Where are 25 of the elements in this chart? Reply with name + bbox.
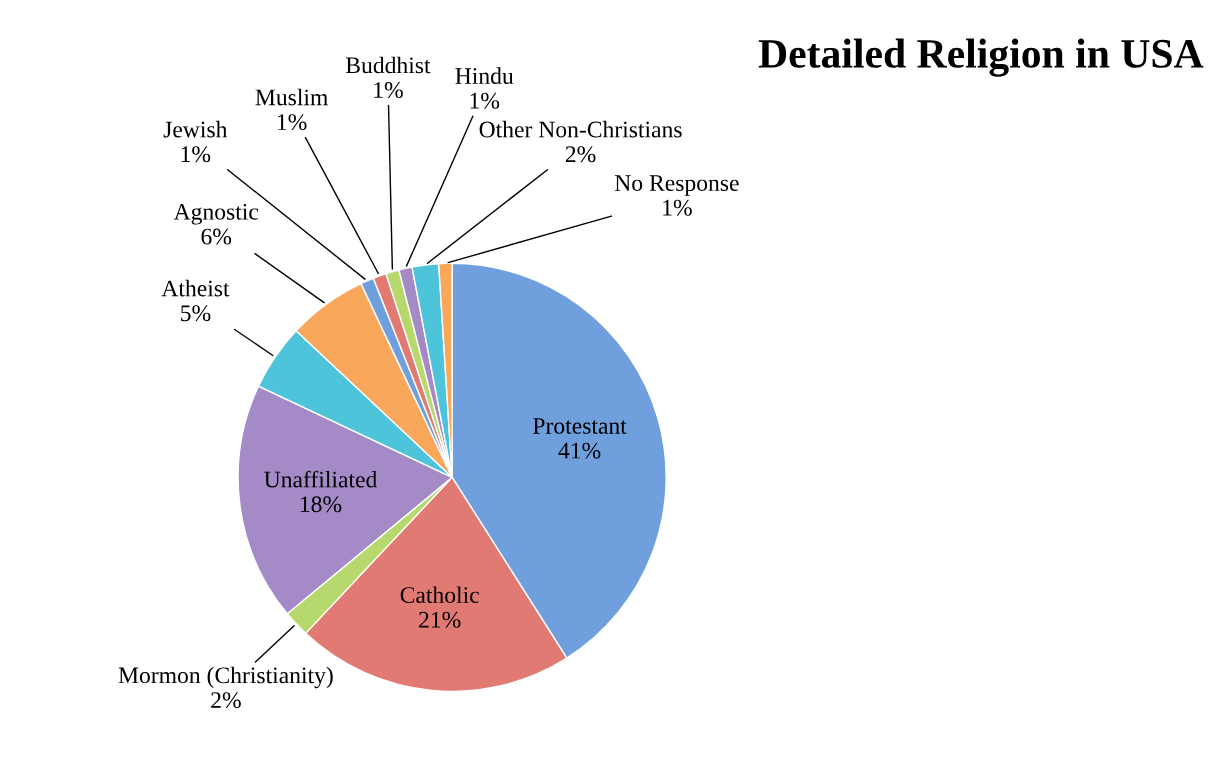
- data-label: 18%: [300, 496, 342, 513]
- data-label: 6%: [201, 228, 232, 245]
- slice-label: No Response: [614, 175, 739, 196]
- slice-label: Agnostic: [173, 203, 259, 225]
- slice-label: Muslim: [255, 88, 328, 106]
- slice-label: Jewish: [163, 120, 228, 138]
- data-label: 21%: [419, 611, 461, 628]
- data-label: 2%: [211, 692, 241, 709]
- data-label: 1%: [374, 82, 403, 99]
- data-label: 41%: [558, 442, 601, 459]
- slice-label: Atheist: [161, 279, 230, 297]
- slice-label: Other Non-Christians: [479, 120, 682, 138]
- data-label: 2%: [565, 146, 596, 163]
- slice-label: Mormon (Christianity): [118, 666, 333, 689]
- data-label: 1%: [470, 92, 500, 109]
- slice-label: Unaffiliated: [264, 470, 378, 488]
- data-label: 1%: [277, 114, 307, 131]
- text: Detailed Religion in USA: [758, 38, 1204, 77]
- slice-label: Hindu: [455, 67, 514, 84]
- data-label: 1%: [181, 146, 211, 163]
- data-label: 1%: [663, 199, 692, 216]
- data-label: 5%: [181, 305, 211, 322]
- slice-label: Catholic: [400, 586, 479, 604]
- slice-label: Buddhist: [345, 56, 431, 74]
- slice-label: Protestant: [533, 418, 627, 434]
